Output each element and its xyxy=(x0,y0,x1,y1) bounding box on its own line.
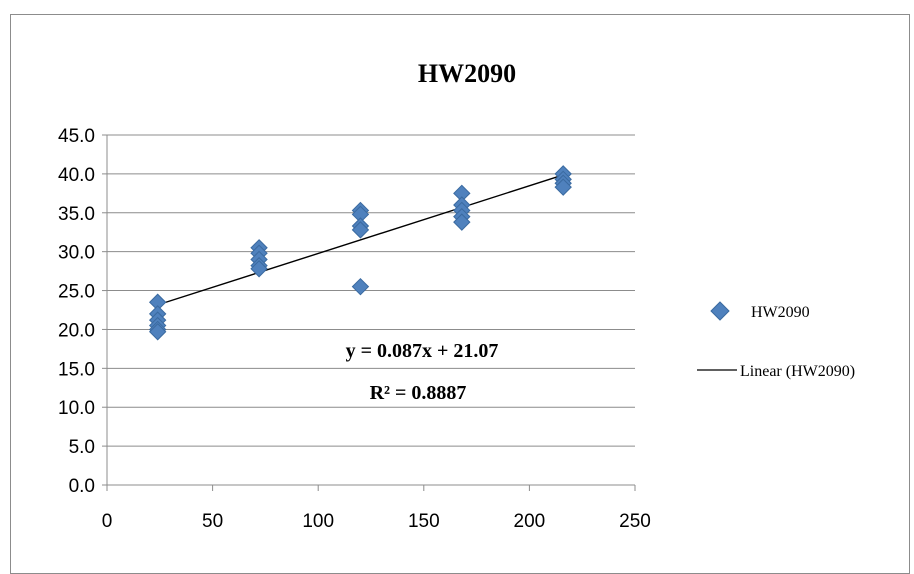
chart-frame xyxy=(10,14,910,574)
y-tick-labels: 0.0 5.0 10.0 15.0 20.0 25.0 30.0 35.0 40.0 45.0 xyxy=(58,126,95,497)
data-point xyxy=(351,277,370,296)
axes xyxy=(102,134,636,491)
legend-diamond-marker xyxy=(710,301,730,321)
y-tick-label: 0.0 xyxy=(69,476,95,497)
data-point xyxy=(250,260,268,278)
y-tick-label: 5.0 xyxy=(69,437,95,458)
legend: HW2090 Linear (HW2090) xyxy=(697,301,855,380)
trendline-layer xyxy=(157,174,564,306)
data-point xyxy=(351,221,370,239)
x-tick-labels: 0 50 100 150 200 250 xyxy=(102,511,651,532)
r-squared-label: R² = 0.8887 xyxy=(370,382,467,404)
y-tick-label: 10.0 xyxy=(58,398,95,419)
y-tick-label: 25.0 xyxy=(58,282,95,303)
gridlines xyxy=(107,134,635,447)
chart-title: HW2090 xyxy=(418,59,516,88)
data-points xyxy=(148,165,572,341)
legend-label-trendline: Linear (HW2090) xyxy=(740,363,855,380)
x-tick-label: 0 xyxy=(102,511,113,532)
x-tick-label: 150 xyxy=(408,511,440,532)
y-tick-label: 45.0 xyxy=(58,126,95,147)
y-tick-label: 20.0 xyxy=(58,320,95,341)
x-tick-label: 50 xyxy=(202,511,223,532)
y-tick-label: 40.0 xyxy=(58,165,95,186)
y-tick-label: 15.0 xyxy=(58,359,95,380)
x-tick-label: 200 xyxy=(514,511,546,532)
x-tick-label: 250 xyxy=(619,511,651,532)
legend-label-series: HW2090 xyxy=(751,304,810,321)
trendline-equation: y = 0.087x + 21.07 xyxy=(346,340,499,362)
data-point xyxy=(148,323,167,341)
y-tick-label: 30.0 xyxy=(58,243,95,264)
data-point xyxy=(453,213,471,231)
data-point xyxy=(554,178,572,196)
linear-trendline xyxy=(157,174,564,306)
x-tick-label: 100 xyxy=(302,511,334,532)
y-tick-label: 35.0 xyxy=(58,204,95,225)
